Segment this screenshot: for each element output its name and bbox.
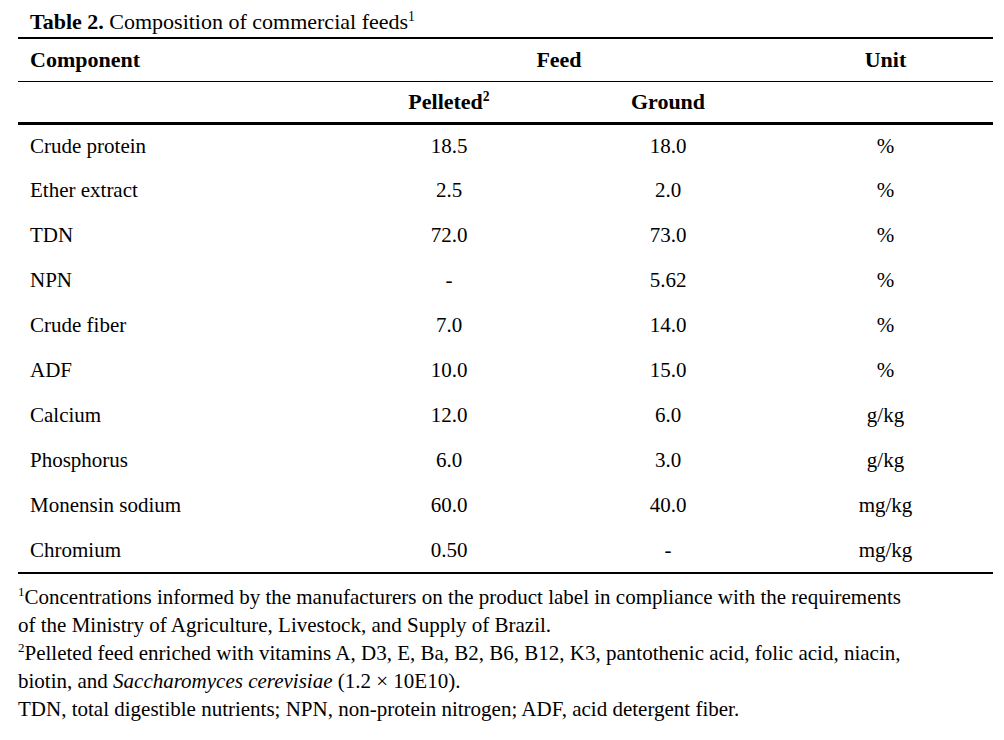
table-footnotes: 1Concentrations informed by the manufact…: [18, 583, 994, 723]
ground-value: 14.0: [558, 303, 778, 348]
table-row: NPN - 5.62 %: [18, 258, 993, 303]
subheader-ground: Ground: [558, 81, 778, 123]
component-cell: NPN: [18, 258, 340, 303]
footnote-1-line-2: of the Ministry of Agriculture, Livestoc…: [18, 611, 994, 639]
header-row-main: Component Feed Unit: [18, 38, 993, 81]
pelleted-value: 18.5: [340, 123, 558, 168]
ground-value: 6.0: [558, 393, 778, 438]
subheader-pelleted-superscript: 2: [483, 88, 490, 103]
unit-value: %: [778, 213, 993, 258]
header-row-sub: Pelleted2 Ground: [18, 81, 993, 123]
table-caption-number: Table 2.: [30, 9, 104, 34]
table-row: Calcium 12.0 6.0 g/kg: [18, 393, 993, 438]
subheader-pelleted-label: Pelleted: [408, 89, 483, 114]
pelleted-value: 6.0: [340, 438, 558, 483]
component-cell: Phosphorus: [18, 438, 340, 483]
component-cell: Crude protein: [18, 123, 340, 168]
subheader-empty: [18, 81, 340, 123]
unit-value: %: [778, 168, 993, 213]
table-row: Monensin sodium 60.0 40.0 mg/kg: [18, 483, 993, 528]
unit-value: mg/kg: [778, 483, 993, 528]
ground-value: 3.0: [558, 438, 778, 483]
table-row: Crude protein 18.5 18.0 %: [18, 123, 993, 168]
component-cell: Chromium: [18, 528, 340, 573]
table-row: Phosphorus 6.0 3.0 g/kg: [18, 438, 993, 483]
ground-value: -: [558, 528, 778, 573]
subheader-unit-empty: [778, 81, 993, 123]
unit-value: g/kg: [778, 393, 993, 438]
component-cell: Monensin sodium: [18, 483, 340, 528]
component-cell: Calcium: [18, 393, 340, 438]
component-cell: Crude fiber: [18, 303, 340, 348]
footnote-2-species-name: Saccharomyces cerevisiae: [113, 669, 332, 693]
ground-value: 15.0: [558, 348, 778, 393]
table-caption-text: Composition of commercial feeds: [104, 9, 408, 34]
footnote-2-text: Pelleted feed enriched with vitamins A, …: [25, 641, 901, 665]
footnote-abbreviations: TDN, total digestible nutrients; NPN, no…: [18, 695, 994, 723]
table-row: Crude fiber 7.0 14.0 %: [18, 303, 993, 348]
pelleted-value: 60.0: [340, 483, 558, 528]
composition-table: Component Feed Unit Pelleted2 Ground Cru…: [18, 37, 993, 574]
unit-value: %: [778, 303, 993, 348]
table-row: TDN 72.0 73.0 %: [18, 213, 993, 258]
footnote-1-line-1: 1Concentrations informed by the manufact…: [18, 583, 994, 611]
table-row: Ether extract 2.5 2.0 %: [18, 168, 993, 213]
unit-value: %: [778, 258, 993, 303]
ground-value: 40.0: [558, 483, 778, 528]
footnote-2-line-1: 2Pelleted feed enriched with vitamins A,…: [18, 639, 994, 667]
pelleted-value: 0.50: [340, 528, 558, 573]
unit-value: mg/kg: [778, 528, 993, 573]
column-header-component: Component: [18, 38, 340, 81]
table-row: Chromium 0.50 - mg/kg: [18, 528, 993, 573]
table-header: Component Feed Unit Pelleted2 Ground: [18, 38, 993, 123]
table-caption: Table 2. Composition of commercial feeds…: [30, 6, 994, 37]
component-cell: ADF: [18, 348, 340, 393]
pelleted-value: -: [340, 258, 558, 303]
subheader-pelleted: Pelleted2: [340, 81, 558, 123]
table-body: Crude protein 18.5 18.0 % Ether extract …: [18, 123, 993, 573]
ground-value: 2.0: [558, 168, 778, 213]
footnote-2-text-continued: biotin, and: [18, 669, 113, 693]
unit-value: %: [778, 348, 993, 393]
pelleted-value: 2.5: [340, 168, 558, 213]
ground-value: 73.0: [558, 213, 778, 258]
ground-value: 18.0: [558, 123, 778, 168]
footnote-2-line-2: biotin, and Saccharomyces cerevisiae (1.…: [18, 667, 994, 695]
pelleted-value: 72.0: [340, 213, 558, 258]
pelleted-value: 7.0: [340, 303, 558, 348]
component-cell: TDN: [18, 213, 340, 258]
pelleted-value: 10.0: [340, 348, 558, 393]
unit-value: g/kg: [778, 438, 993, 483]
pelleted-value: 12.0: [340, 393, 558, 438]
component-cell: Ether extract: [18, 168, 340, 213]
footnote-abbreviations-text: TDN, total digestible nutrients; NPN, no…: [18, 697, 739, 721]
footnote-1-text: Concentrations informed by the manufactu…: [25, 585, 901, 609]
unit-value: %: [778, 123, 993, 168]
table-row: ADF 10.0 15.0 %: [18, 348, 993, 393]
footnote-1-text-continued: of the Ministry of Agriculture, Livestoc…: [18, 613, 551, 637]
footnote-2-text-end: (1.2 × 10E10).: [333, 669, 461, 693]
ground-value: 5.62: [558, 258, 778, 303]
column-header-unit: Unit: [778, 38, 993, 81]
column-header-feed: Feed: [340, 38, 778, 81]
table-caption-superscript: 1: [408, 9, 415, 24]
